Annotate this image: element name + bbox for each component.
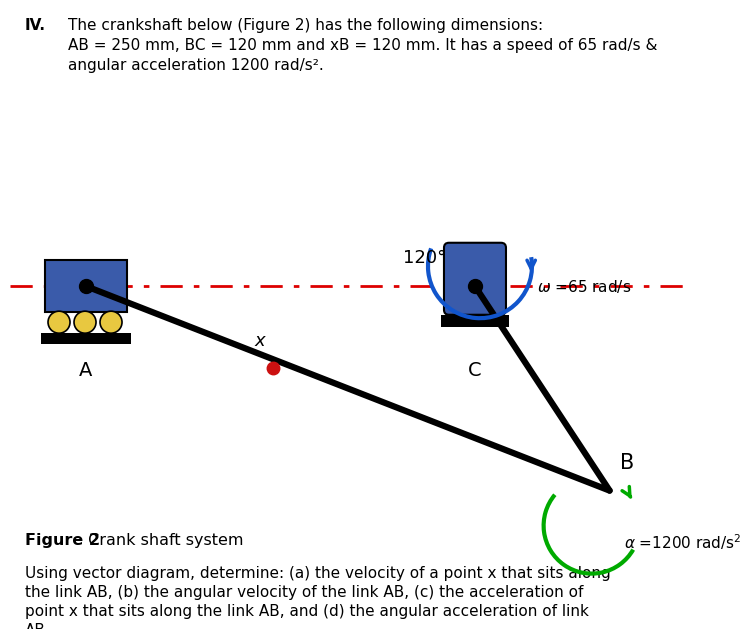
Text: $x$: $x$ bbox=[254, 332, 268, 350]
Circle shape bbox=[48, 311, 70, 333]
Text: the link AB, (b) the angular velocity of the link AB, (c) the acceleration of: the link AB, (b) the angular velocity of… bbox=[25, 585, 583, 600]
FancyBboxPatch shape bbox=[444, 243, 506, 314]
Text: IV.: IV. bbox=[25, 18, 46, 33]
Text: AB.: AB. bbox=[25, 623, 51, 629]
Text: C: C bbox=[468, 361, 482, 380]
Circle shape bbox=[74, 311, 96, 333]
Text: Crank shaft system: Crank shaft system bbox=[83, 533, 244, 548]
Bar bbox=[45, 260, 127, 312]
Text: B: B bbox=[619, 453, 634, 472]
Circle shape bbox=[100, 311, 122, 333]
Bar bbox=[441, 314, 509, 326]
Text: point x that sits along the link AB, and (d) the angular acceleration of link: point x that sits along the link AB, and… bbox=[25, 604, 589, 619]
Text: $\alpha$ =1200 rad/s$^2$: $\alpha$ =1200 rad/s$^2$ bbox=[624, 533, 741, 552]
Text: Using vector diagram, determine: (a) the velocity of a point x that sits along: Using vector diagram, determine: (a) the… bbox=[25, 566, 611, 581]
Text: A: A bbox=[79, 361, 93, 380]
Text: AB = 250 mm, BC = 120 mm and xB = 120 mm. It has a speed of 65 rad/s &: AB = 250 mm, BC = 120 mm and xB = 120 mm… bbox=[68, 38, 657, 53]
Bar bbox=[41, 333, 131, 344]
Text: angular acceleration 1200 rad/s².: angular acceleration 1200 rad/s². bbox=[68, 58, 324, 73]
Text: The crankshaft below (Figure 2) has the following dimensions:: The crankshaft below (Figure 2) has the … bbox=[68, 18, 543, 33]
Text: $\omega$ =65 rad/s: $\omega$ =65 rad/s bbox=[537, 278, 631, 295]
Text: Figure 2: Figure 2 bbox=[25, 533, 100, 548]
Text: 120°: 120° bbox=[403, 249, 447, 267]
